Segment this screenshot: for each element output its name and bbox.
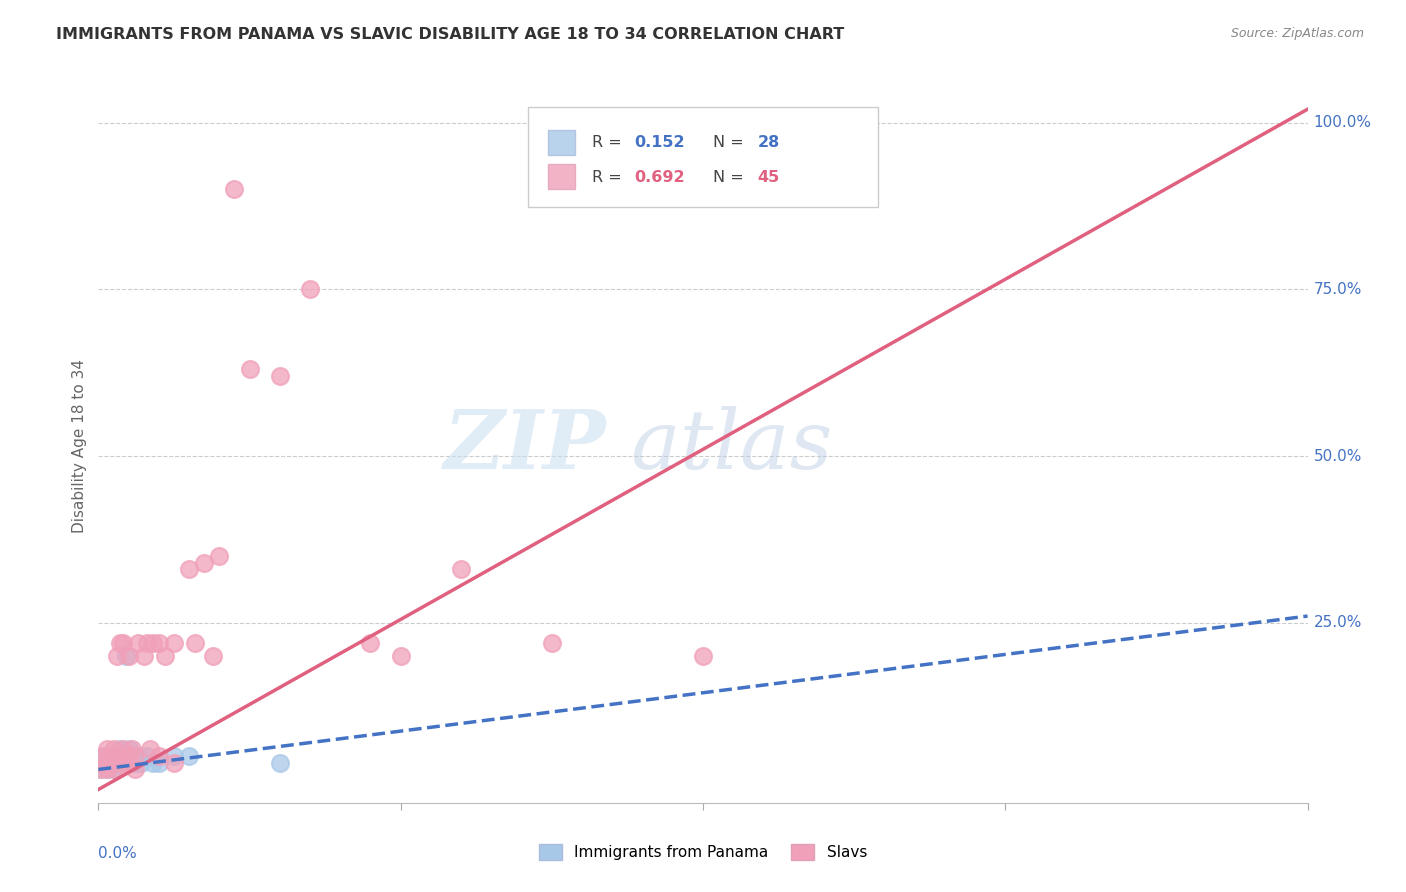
- Point: [239, 362, 262, 376]
- Point: [111, 749, 134, 764]
- Point: [103, 763, 125, 777]
- Point: [124, 756, 146, 770]
- Text: 0.152: 0.152: [634, 136, 685, 151]
- Point: [193, 556, 215, 570]
- Point: [163, 636, 186, 650]
- Bar: [548, 129, 575, 155]
- Point: [179, 749, 201, 764]
- Text: N =: N =: [713, 169, 748, 185]
- Point: [124, 763, 146, 777]
- Point: [148, 749, 170, 764]
- Point: [224, 182, 246, 196]
- Text: 75.0%: 75.0%: [1313, 282, 1362, 297]
- Point: [111, 742, 134, 756]
- Text: 50.0%: 50.0%: [1313, 449, 1362, 464]
- Point: [111, 756, 134, 770]
- Point: [90, 763, 112, 777]
- Point: [450, 562, 472, 576]
- Point: [105, 749, 128, 764]
- Text: N =: N =: [713, 136, 748, 151]
- Point: [148, 756, 170, 770]
- Point: [142, 756, 165, 770]
- Text: 100.0%: 100.0%: [1313, 115, 1372, 130]
- Bar: [548, 164, 575, 189]
- Point: [114, 756, 136, 770]
- Point: [100, 749, 122, 764]
- Point: [96, 763, 118, 777]
- Point: [108, 742, 131, 756]
- Point: [93, 749, 115, 764]
- Point: [105, 756, 128, 770]
- Point: [148, 636, 170, 650]
- Point: [127, 749, 149, 764]
- Point: [179, 562, 201, 576]
- Point: [184, 636, 207, 650]
- Point: [208, 549, 231, 563]
- Point: [100, 756, 122, 770]
- Point: [202, 649, 225, 664]
- Point: [105, 749, 128, 764]
- Point: [118, 649, 141, 664]
- Point: [111, 756, 134, 770]
- Point: [96, 763, 118, 777]
- Point: [93, 756, 115, 770]
- Text: R =: R =: [592, 169, 627, 185]
- Point: [103, 742, 125, 756]
- Point: [108, 756, 131, 770]
- Point: [103, 756, 125, 770]
- Text: Source: ZipAtlas.com: Source: ZipAtlas.com: [1230, 27, 1364, 40]
- Point: [269, 756, 291, 770]
- Text: 28: 28: [758, 136, 780, 151]
- Point: [132, 649, 155, 664]
- Point: [135, 636, 157, 650]
- Point: [121, 749, 143, 764]
- Point: [105, 649, 128, 664]
- Legend: Immigrants from Panama, Slavs: Immigrants from Panama, Slavs: [533, 838, 873, 866]
- Point: [135, 749, 157, 764]
- Point: [118, 749, 141, 764]
- Point: [269, 368, 291, 383]
- Point: [103, 749, 125, 764]
- Point: [108, 636, 131, 650]
- Point: [121, 742, 143, 756]
- Point: [93, 749, 115, 764]
- Point: [139, 742, 162, 756]
- Point: [118, 756, 141, 770]
- Point: [127, 636, 149, 650]
- Text: R =: R =: [592, 136, 627, 151]
- Text: 45: 45: [758, 169, 780, 185]
- Point: [118, 742, 141, 756]
- Point: [93, 756, 115, 770]
- Point: [163, 749, 186, 764]
- Point: [100, 749, 122, 764]
- Point: [299, 282, 322, 296]
- Point: [153, 649, 176, 664]
- Text: ZIP: ZIP: [444, 406, 606, 486]
- Point: [114, 649, 136, 664]
- Point: [692, 649, 714, 664]
- FancyBboxPatch shape: [527, 107, 879, 207]
- Point: [96, 742, 118, 756]
- Text: 0.0%: 0.0%: [98, 846, 138, 861]
- Point: [96, 756, 118, 770]
- Point: [103, 763, 125, 777]
- Point: [124, 749, 146, 764]
- Text: atlas: atlas: [630, 406, 832, 486]
- Text: 0.692: 0.692: [634, 169, 685, 185]
- Point: [540, 636, 562, 650]
- Point: [142, 636, 165, 650]
- Y-axis label: Disability Age 18 to 34: Disability Age 18 to 34: [72, 359, 87, 533]
- Text: 25.0%: 25.0%: [1313, 615, 1362, 631]
- Point: [163, 756, 186, 770]
- Text: IMMIGRANTS FROM PANAMA VS SLAVIC DISABILITY AGE 18 TO 34 CORRELATION CHART: IMMIGRANTS FROM PANAMA VS SLAVIC DISABIL…: [56, 27, 845, 42]
- Point: [360, 636, 382, 650]
- Point: [111, 636, 134, 650]
- Point: [129, 756, 152, 770]
- Point: [90, 763, 112, 777]
- Point: [389, 649, 412, 664]
